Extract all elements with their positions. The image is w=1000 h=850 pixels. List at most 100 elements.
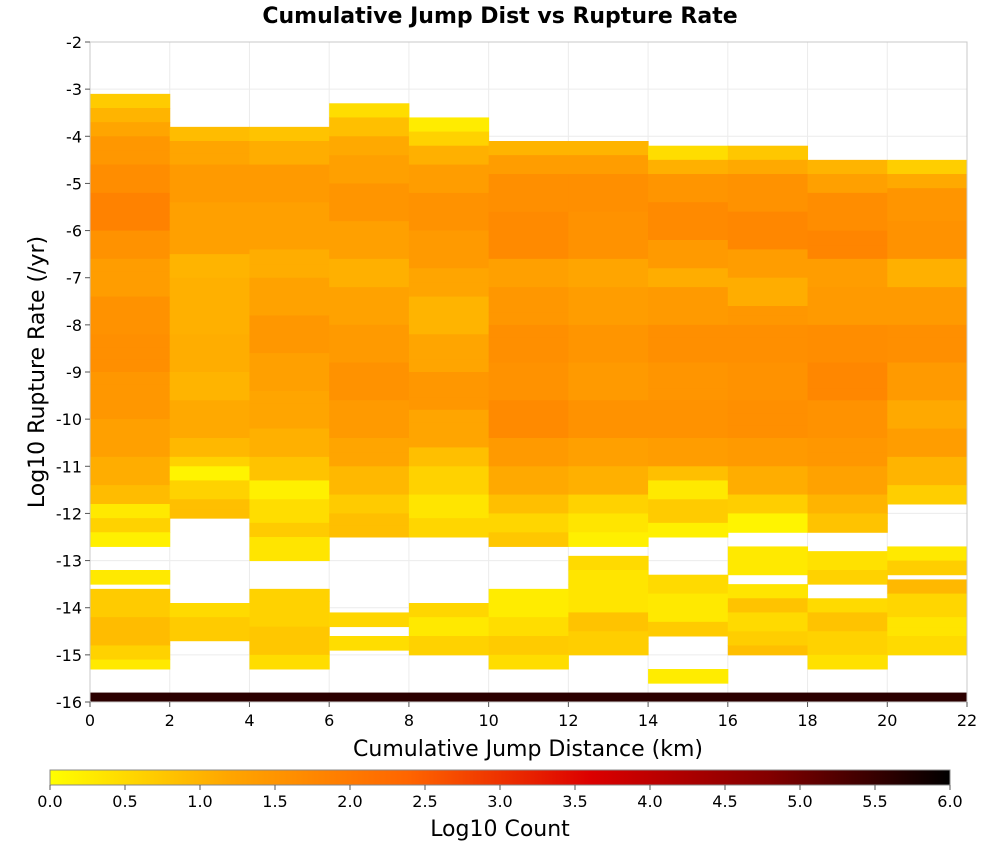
heatmap-cell	[90, 471, 171, 486]
heatmap-cell	[807, 522, 888, 533]
x-tick-label: 10	[478, 711, 498, 730]
heatmap-cell	[90, 456, 171, 472]
heatmap-cell	[648, 312, 729, 326]
heatmap-cell	[727, 466, 809, 481]
heatmap-cell	[169, 346, 250, 360]
heatmap-cell	[488, 438, 569, 453]
heatmap-cell	[568, 223, 649, 236]
heatmap-cell	[408, 506, 490, 519]
heatmap-cell	[488, 324, 569, 338]
heatmap-cell	[169, 628, 250, 642]
heatmap-cell	[249, 614, 330, 628]
heatmap-cell	[408, 527, 490, 538]
heatmap-cell	[249, 164, 330, 178]
heatmap-cell	[90, 494, 171, 505]
heatmap-cell	[249, 522, 330, 538]
heatmap-cell	[568, 186, 649, 200]
heatmap-cell	[169, 322, 250, 335]
y-tick-label: -14	[56, 599, 82, 618]
heatmap-cell	[408, 603, 490, 618]
heatmap-cell	[488, 532, 569, 547]
heatmap-cell	[169, 617, 250, 630]
heatmap-cell	[648, 145, 729, 161]
y-tick-label: -10	[56, 410, 82, 429]
heatmap-cell	[90, 205, 171, 219]
heatmap-cell	[90, 122, 171, 137]
colorbar-tick-label: 3.0	[487, 792, 512, 811]
heatmap-cell	[249, 428, 330, 444]
heatmap-cell	[408, 243, 490, 257]
chart-title: Cumulative Jump Dist vs Rupture Rate	[262, 4, 737, 29]
heatmap-cell	[488, 626, 569, 637]
colorbar-tick-label: 6.0	[937, 792, 962, 811]
heatmap-cell	[329, 480, 410, 496]
heatmap-cell	[807, 159, 888, 175]
heatmap-cells	[90, 93, 968, 702]
heatmap-cell	[249, 214, 330, 227]
heatmap-cell	[727, 277, 809, 293]
heatmap-cell	[408, 117, 490, 133]
heatmap-cell	[887, 456, 968, 472]
heatmap-cell	[887, 485, 968, 496]
heatmap-cell	[807, 324, 888, 338]
heatmap-cell	[568, 494, 649, 505]
heatmap-cell	[249, 290, 330, 304]
heatmap-cell	[568, 570, 649, 585]
heatmap-cell	[408, 205, 490, 219]
heatmap-cell	[329, 525, 410, 538]
heatmap-cell	[727, 412, 809, 426]
heatmap-cell	[887, 494, 968, 505]
heatmap-cell	[568, 532, 649, 547]
heatmap-cell	[887, 645, 968, 656]
heatmap-cell	[648, 511, 729, 524]
heatmap-cell	[807, 466, 888, 481]
heatmap-cell	[169, 480, 250, 491]
y-tick-label: -2	[66, 33, 82, 52]
heatmap-cell	[727, 224, 809, 238]
y-tick-label: -11	[56, 457, 82, 476]
heatmap-cell	[648, 607, 729, 623]
heatmap-cell	[568, 466, 649, 481]
heatmap-cell	[807, 299, 888, 313]
heatmap-cell	[249, 315, 330, 329]
heatmap-cell	[727, 612, 809, 623]
x-tick-label: 14	[638, 711, 658, 730]
heatmap-cell	[807, 312, 888, 326]
heatmap-cell	[408, 494, 490, 507]
x-tick-label: 0	[85, 711, 95, 730]
heatmap-cell	[887, 546, 968, 562]
colorbar-tick-label: 0.0	[37, 792, 62, 811]
heatmap-cell	[727, 159, 809, 175]
heatmap-cell	[807, 412, 888, 426]
colorbar-tick-label: 1.0	[187, 792, 212, 811]
heatmap-cell	[249, 202, 330, 215]
heatmap-cell	[90, 570, 171, 585]
heatmap-cell	[648, 350, 729, 364]
heatmap-cell	[488, 211, 569, 224]
heatmap-cell	[90, 258, 171, 272]
heatmap-cell	[887, 210, 968, 222]
heatmap-cell	[408, 617, 490, 628]
heatmap-cell	[249, 511, 330, 524]
heatmap-cell	[249, 456, 330, 470]
heatmap-cell	[169, 386, 250, 401]
heatmap-cell	[568, 387, 649, 401]
heatmap-cell	[807, 643, 888, 656]
heatmap-cell	[648, 438, 729, 453]
heatmap-cell	[249, 378, 330, 392]
heatmap-cell	[249, 588, 330, 602]
heatmap-cell	[727, 438, 809, 453]
heatmap-cell	[648, 299, 729, 313]
heatmap-cell	[90, 178, 171, 194]
heatmap-cell	[648, 669, 729, 684]
heatmap-cell	[568, 425, 649, 439]
heatmap-cell	[648, 489, 729, 500]
heatmap-cell	[568, 612, 649, 623]
heatmap-cell	[169, 334, 250, 348]
heatmap-cell	[169, 311, 250, 324]
heatmap-cell	[90, 372, 171, 385]
heatmap-cell	[807, 205, 888, 219]
heatmap-cell	[568, 513, 649, 524]
heatmap-cell	[329, 387, 410, 401]
heatmap-cell	[329, 350, 410, 364]
